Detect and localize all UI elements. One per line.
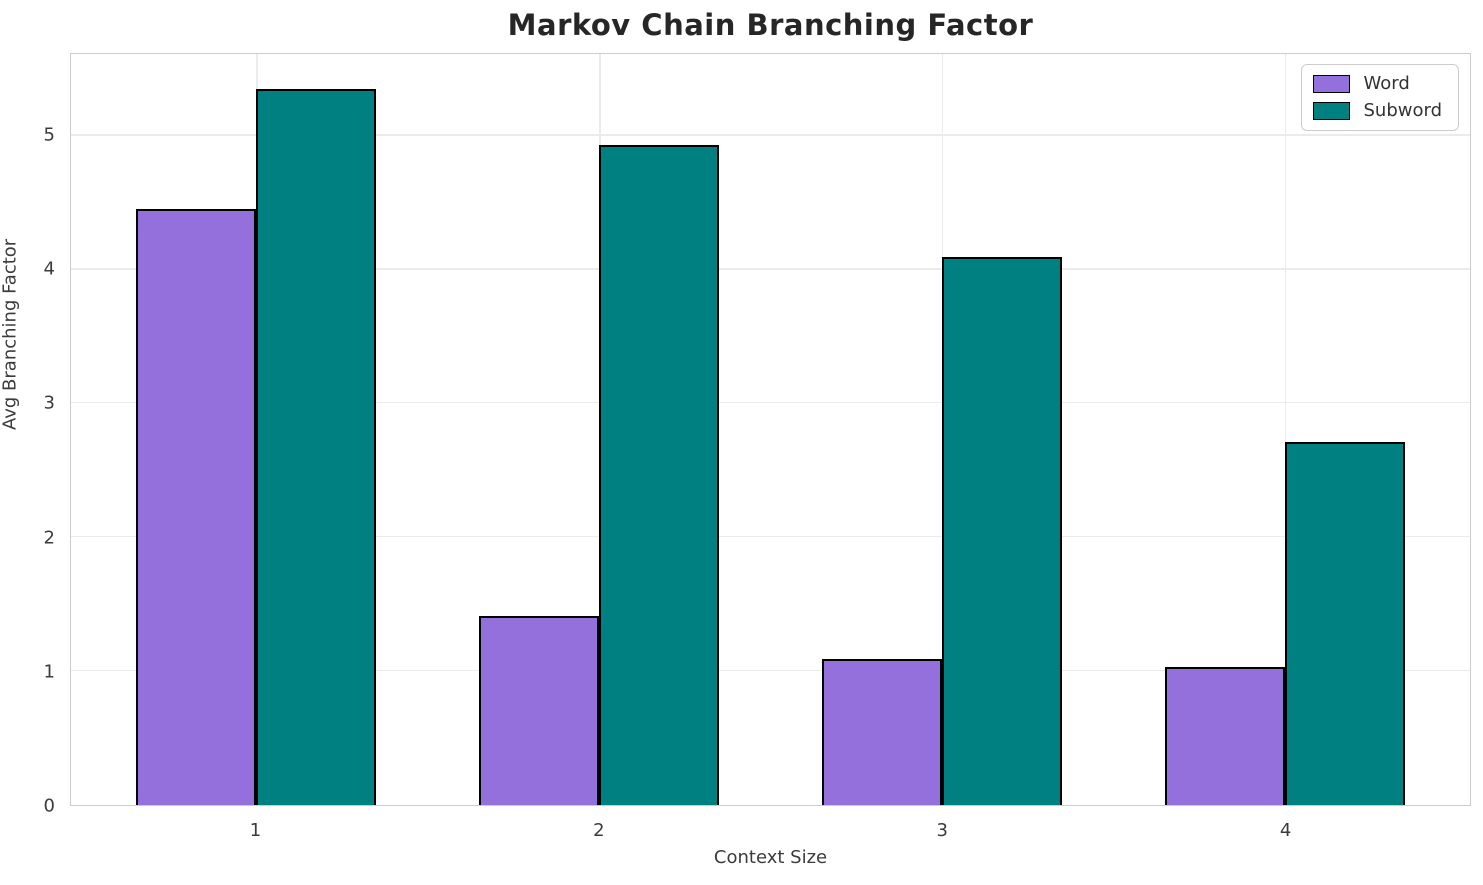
x-tick-label: 3 [936, 820, 948, 841]
x-axis-tick-labels: 1 2 3 4 [70, 816, 1471, 846]
x-axis-label: Context Size [713, 847, 828, 868]
bar-word-context-1 [136, 209, 257, 805]
x-tick-label: 1 [249, 820, 262, 841]
vertical-gridline [1284, 54, 1287, 805]
x-tick-label: 4 [1279, 820, 1292, 841]
legend-swatch-subword [1313, 102, 1351, 120]
bar-word-context-4 [1164, 667, 1285, 805]
bar-subword-context-4 [1284, 442, 1405, 805]
y-tick-label: 3 [43, 392, 55, 414]
horizontal-gridline [71, 669, 1470, 672]
y-axis-tick-labels: 0 1 2 3 4 5 [0, 53, 55, 816]
x-tick-label: 2 [593, 820, 605, 841]
y-tick-label: 4 [43, 258, 55, 280]
bar-word-context-2 [479, 616, 600, 805]
legend: Word Subword [1301, 64, 1459, 131]
y-axis-label: Avg Branching Factor [0, 238, 21, 430]
plot-area: Word Subword [70, 53, 1471, 806]
chart-title: Markov Chain Branching Factor [507, 8, 1034, 42]
y-tick-label: 0 [43, 795, 55, 817]
legend-swatch-word [1313, 75, 1351, 93]
bar-subword-context-1 [256, 88, 377, 805]
y-tick-label: 5 [43, 124, 55, 146]
bar-word-context-3 [821, 659, 942, 805]
y-tick-label: 1 [43, 661, 55, 683]
legend-label-subword: Subword [1363, 100, 1442, 121]
legend-entry-word: Word [1313, 75, 1442, 93]
horizontal-gridline [71, 401, 1470, 404]
horizontal-gridline [71, 535, 1470, 538]
legend-label-word: Word [1363, 73, 1410, 94]
legend-entry-subword: Subword [1313, 102, 1442, 120]
y-tick-label: 2 [43, 527, 55, 549]
horizontal-gridline [71, 268, 1470, 270]
bar-subword-context-3 [941, 257, 1062, 805]
horizontal-gridline [71, 134, 1470, 136]
bar-subword-context-2 [599, 145, 720, 805]
